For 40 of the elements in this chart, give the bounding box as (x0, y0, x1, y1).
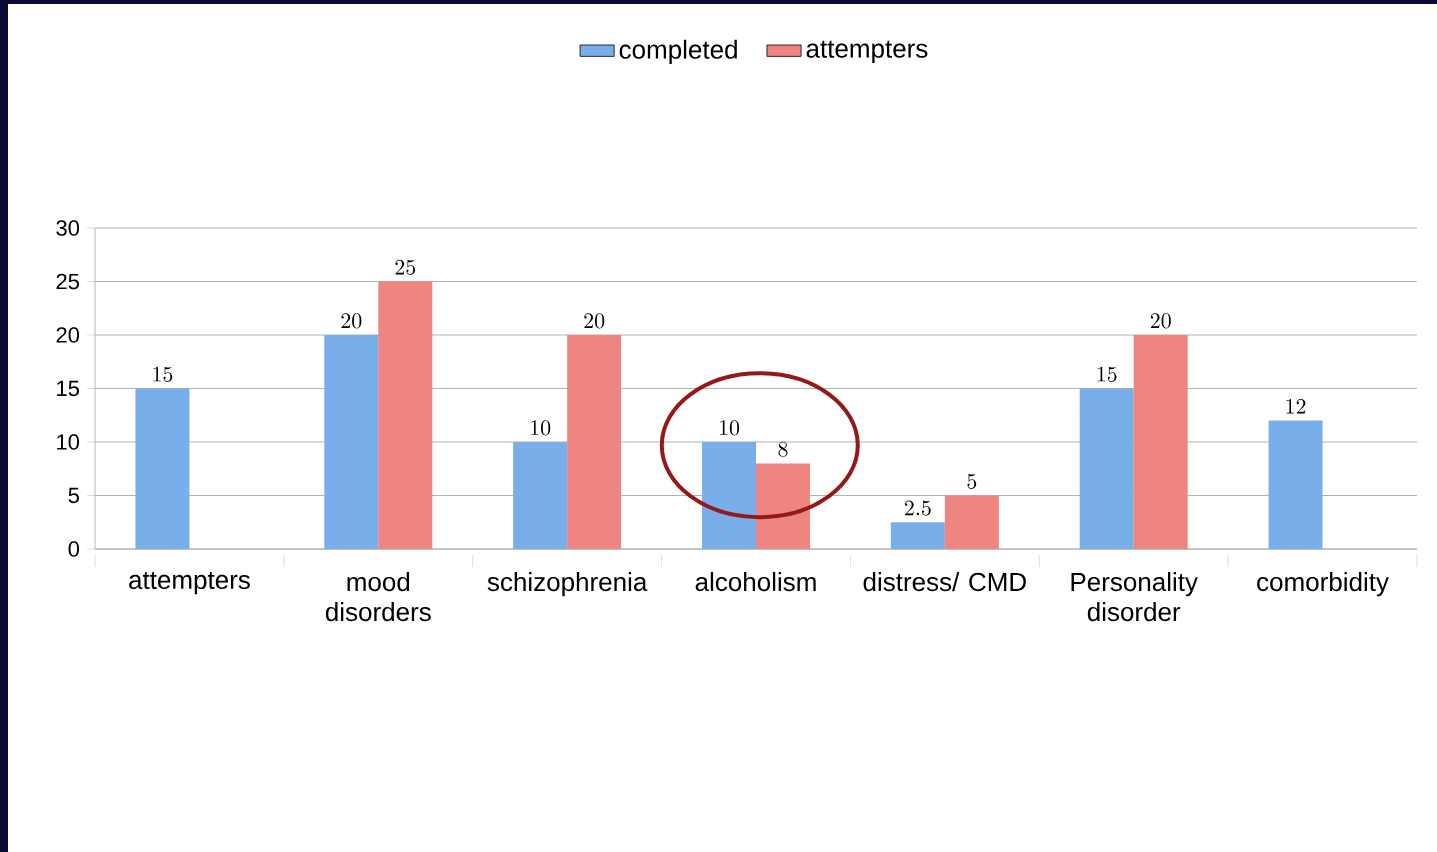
bar (1079, 388, 1134, 549)
data-label: 15 (1097, 366, 1117, 382)
bar (756, 463, 810, 549)
y-tick-label: 5 (68, 487, 79, 504)
bar (944, 495, 999, 549)
x-tick-label: comorbidity (1257, 572, 1389, 597)
bar (1268, 420, 1323, 549)
y-tick-label: 15 (57, 380, 79, 397)
legend-label: attempters (806, 40, 928, 63)
bar (324, 334, 379, 549)
y-tick-label: 25 (56, 273, 79, 290)
data-label: 5 (967, 473, 977, 489)
data-label: 20 (341, 313, 362, 329)
data-label: 10 (531, 420, 551, 436)
x-tick-label: distress/ CMD (863, 572, 1026, 592)
x-tick-label: mood disorders (325, 572, 431, 622)
bar (135, 388, 190, 549)
x-tick-label: Personality disorder (1071, 572, 1198, 622)
y-tick-label: 20 (56, 327, 80, 343)
x-tick-label: alcoholism (695, 572, 816, 592)
bar (513, 441, 568, 549)
data-label: 25 (395, 259, 416, 275)
y-tick-label: 30 (56, 220, 80, 236)
x-tick-label: schizophrenia (487, 572, 648, 597)
data-label: 20 (1150, 313, 1171, 329)
data-label: 15 (153, 366, 173, 382)
data-label: 8 (778, 441, 788, 457)
x-tick-label: attempters (129, 572, 250, 595)
y-tick-label: 10 (57, 434, 80, 450)
bar (567, 334, 622, 549)
data-label: 20 (584, 313, 605, 329)
bar (1133, 334, 1188, 549)
bar (378, 281, 433, 549)
data-label: 10 (719, 420, 740, 436)
y-tick-label: 0 (68, 541, 80, 557)
legend-label: completed (619, 39, 737, 64)
data-label: 12 (1286, 398, 1306, 414)
bar (701, 441, 756, 549)
bar (890, 522, 945, 549)
data-label: 2.5 (904, 500, 931, 516)
